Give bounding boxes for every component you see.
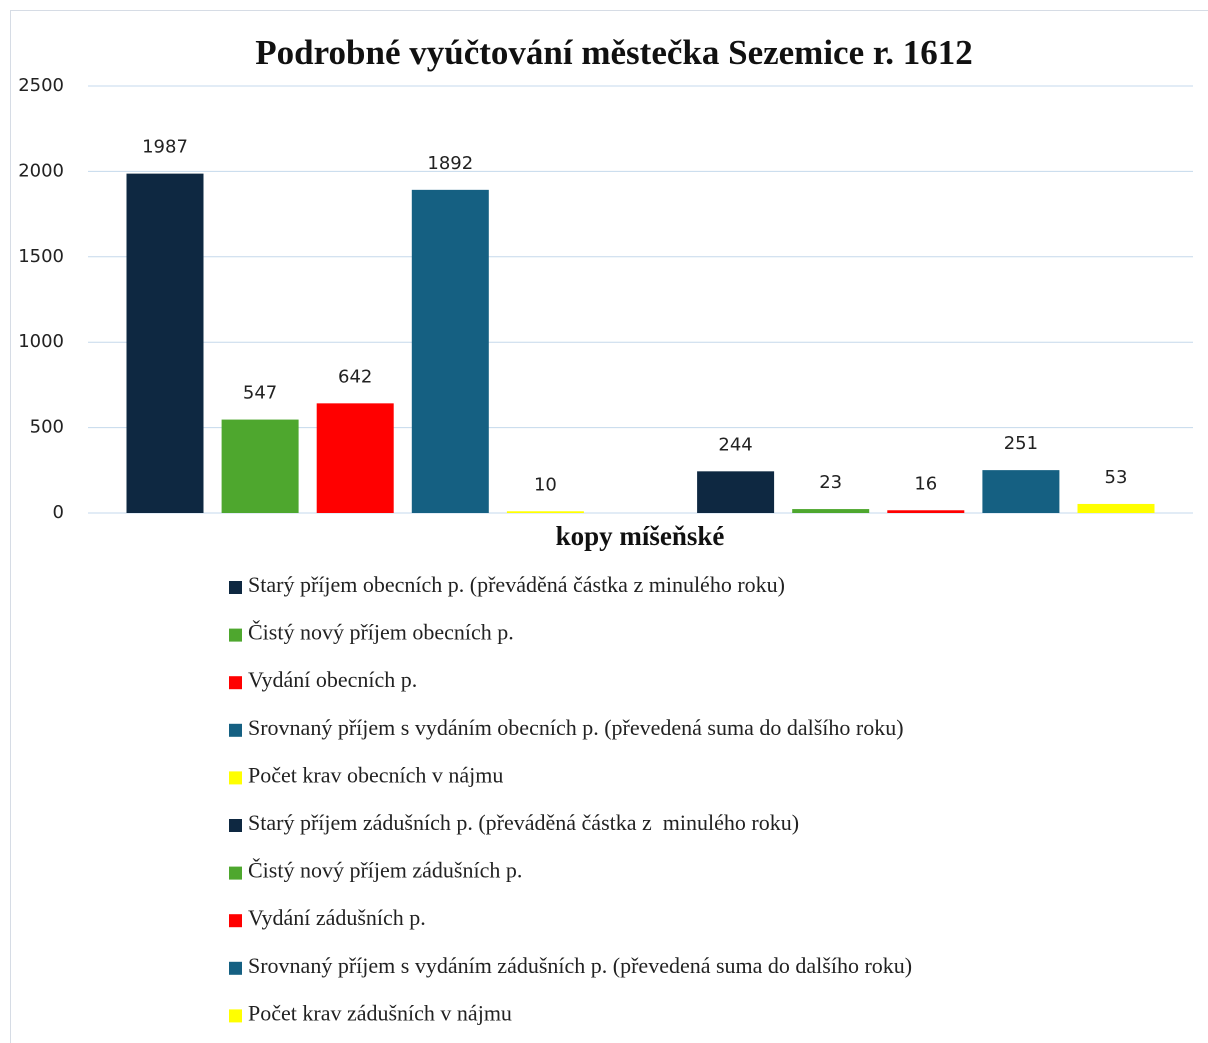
data-label: 244: [718, 434, 752, 455]
legend-label: Vydání obecních p.: [248, 667, 417, 692]
data-label: 1892: [427, 153, 473, 174]
bar: [697, 471, 775, 513]
legend-label: Starý příjem zádušních p. (převáděná čás…: [248, 810, 799, 835]
legend-swatch: [229, 676, 242, 690]
bar: [887, 510, 965, 513]
legend-label: Čistý nový příjem zádušních p.: [248, 858, 522, 883]
data-label: 251: [1004, 433, 1038, 454]
chart-title: Podrobné vyúčtování městečka Sezemice r.…: [255, 33, 972, 72]
y-tick-label: 2000: [18, 160, 64, 181]
y-tick-label: 500: [30, 417, 64, 438]
bar: [792, 509, 870, 513]
bar: [1077, 503, 1155, 513]
legend-label: Starý příjem obecních p. (převáděná část…: [248, 572, 785, 597]
bar: [411, 189, 489, 513]
bar: [221, 419, 299, 513]
x-axis-title: kopy míšeňské: [556, 521, 725, 551]
data-label: 16: [914, 473, 937, 494]
legend-label: Počet krav obecních v nájmu: [248, 762, 503, 787]
chart-frame: [10, 10, 1208, 1043]
legend-label: Vydání zádušních p.: [248, 905, 426, 930]
legend-swatch: [229, 1009, 242, 1023]
data-label: 53: [1105, 467, 1128, 488]
data-label: 547: [243, 383, 277, 404]
bar: [126, 173, 204, 513]
legend-swatch: [229, 628, 242, 642]
y-tick-label: 2500: [18, 75, 64, 96]
legend-swatch: [229, 771, 242, 785]
legend-swatch: [229, 914, 242, 928]
bar: [982, 470, 1060, 513]
y-tick-label: 0: [53, 502, 64, 523]
y-tick-label: 1000: [18, 331, 64, 352]
legend-label: Čistý nový příjem obecních p.: [248, 620, 514, 645]
legend-swatch: [229, 866, 242, 880]
data-label: 1987: [142, 137, 188, 158]
legend-swatch: [229, 819, 242, 832]
bar: [316, 403, 394, 513]
legend-swatch: [229, 961, 242, 975]
legend-label: Srovnaný příjem s vydáním obecních p. (p…: [248, 715, 904, 740]
legend-label: Srovnaný příjem s vydáním zádušních p. (…: [248, 953, 912, 978]
legend-swatch: [229, 581, 242, 594]
data-label: 642: [338, 366, 372, 387]
legend-swatch: [229, 723, 242, 737]
bar: [506, 511, 584, 513]
data-label: 10: [534, 474, 557, 495]
data-label: 23: [819, 472, 842, 493]
legend-label: Počet krav zádušních v nájmu: [248, 1000, 512, 1025]
y-tick-label: 1500: [18, 246, 64, 267]
